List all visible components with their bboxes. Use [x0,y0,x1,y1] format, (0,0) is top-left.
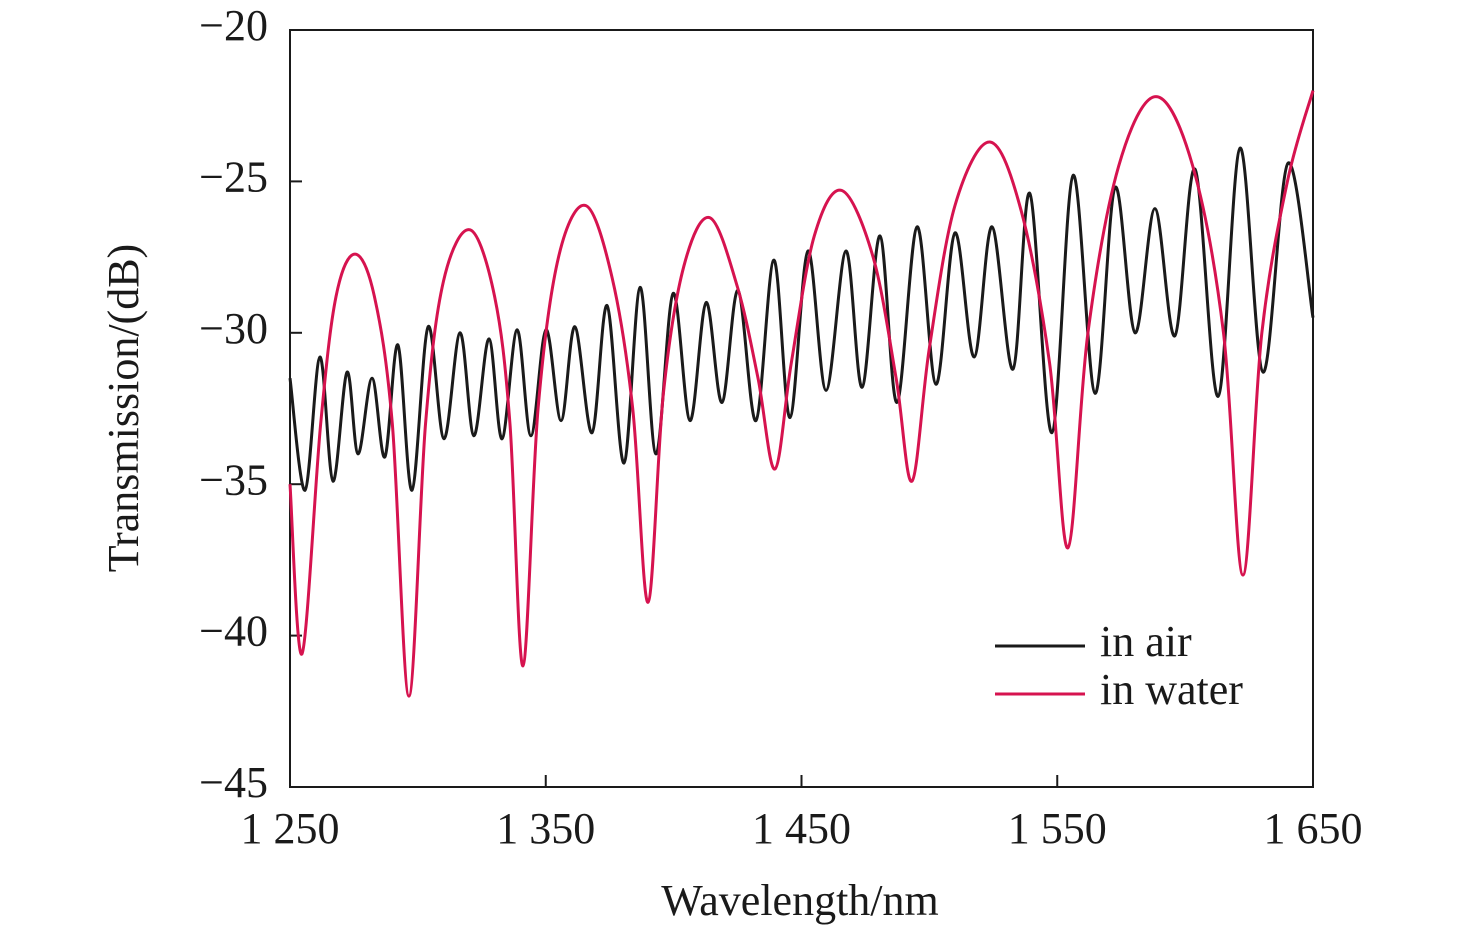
data-line [288,90,1315,698]
x-tick-label: 1 450 [752,804,851,853]
x-tick-label: 1 350 [496,804,595,853]
y-tick-label: −35 [199,455,268,504]
y-axis-label: Transmission/(dB) [99,244,148,572]
legend-label: in air [1100,617,1192,666]
x-tick-label: 1 650 [1264,804,1363,853]
y-tick-label: −45 [199,758,268,807]
x-tick-label: 1 250 [241,804,340,853]
y-tick-label: −20 [199,1,268,50]
x-axis-label: Wavelength/nm [661,876,939,925]
data-line [288,146,1315,492]
y-tick-label: −30 [199,304,268,353]
legend-label: in water [1100,665,1243,714]
x-tick-label: 1 550 [1008,804,1107,853]
y-tick-label: −25 [199,152,268,201]
y-tick-label: −40 [199,607,268,656]
